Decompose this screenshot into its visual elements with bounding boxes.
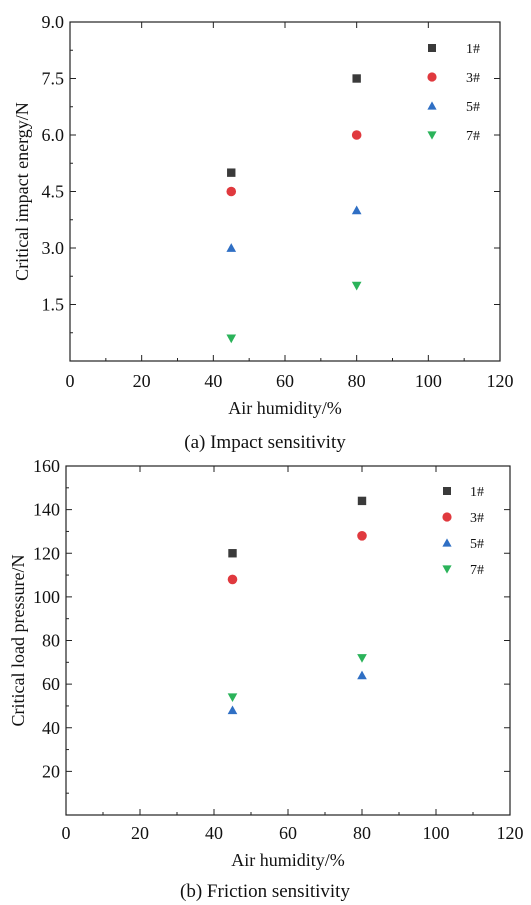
y-tick-label: 3.0 xyxy=(42,238,65,258)
x-tick-label: 40 xyxy=(204,371,222,391)
data-point xyxy=(351,130,362,140)
legend-label: 1# xyxy=(470,485,484,500)
figure-caption: (a) Impact sensitivity xyxy=(184,432,346,453)
data-point xyxy=(226,334,237,344)
data-point xyxy=(226,186,237,197)
legend-marker xyxy=(442,512,452,522)
x-tick-label: 100 xyxy=(423,823,450,843)
x-tick-label: 0 xyxy=(62,823,71,843)
legend-marker xyxy=(442,538,452,547)
data-point xyxy=(351,205,362,215)
x-tick-label: 40 xyxy=(205,823,223,843)
y-tick-label: 1.5 xyxy=(42,295,65,315)
legend-label: 7# xyxy=(470,563,484,578)
y-tick-label: 140 xyxy=(33,500,60,520)
y-tick-label: 40 xyxy=(42,718,60,738)
legend-label: 1# xyxy=(466,42,480,57)
x-tick-label: 120 xyxy=(497,823,524,843)
legend-label: 5# xyxy=(470,537,484,552)
data-point xyxy=(357,654,367,663)
x-tick-label: 100 xyxy=(415,371,442,391)
data-point xyxy=(227,705,238,715)
x-tick-label: 0 xyxy=(66,371,75,391)
x-axis-title: Air humidity/% xyxy=(228,398,342,418)
data-point xyxy=(351,281,362,291)
legend-marker xyxy=(427,131,437,140)
data-point xyxy=(357,496,367,506)
x-tick-label: 20 xyxy=(131,823,149,843)
legend-marker xyxy=(427,101,437,110)
legend-label: 3# xyxy=(470,511,484,526)
legend-marker xyxy=(443,487,451,495)
legend-label: 7# xyxy=(466,129,480,144)
plot-frame xyxy=(69,21,501,362)
y-axis-title: Critical load pressure/N xyxy=(8,555,28,727)
data-point xyxy=(228,549,237,558)
y-tick-label: 120 xyxy=(33,543,60,563)
legend-label: 3# xyxy=(466,71,480,86)
figure-caption: (b) Friction sensitivity xyxy=(180,881,350,902)
y-tick-label: 160 xyxy=(33,456,60,476)
x-tick-label: 60 xyxy=(276,371,294,391)
legend-marker xyxy=(442,565,452,574)
y-tick-label: 60 xyxy=(42,674,60,694)
data-point xyxy=(357,531,367,541)
y-tick-label: 6.0 xyxy=(42,125,65,145)
x-tick-label: 80 xyxy=(348,371,366,391)
legend-label: 5# xyxy=(466,100,480,115)
chart-impact-sensitivity: 0 20 40 60 80 100 120 1.5 3.0 4.5 6.0 7.5 9.0 Air hum… xyxy=(12,12,514,453)
x-tick-label: 80 xyxy=(353,823,371,843)
y-tick-label: 80 xyxy=(42,631,60,651)
y-tick-label: 100 xyxy=(33,587,60,607)
x-tick-label: 60 xyxy=(279,823,297,843)
y-tick-label: 20 xyxy=(42,761,60,781)
y-tick-label: 4.5 xyxy=(42,182,65,202)
x-tick-label: 20 xyxy=(133,371,151,391)
data-point xyxy=(227,168,236,177)
y-axis-title: Critical impact energy/N xyxy=(12,102,32,281)
legend-marker xyxy=(427,72,437,82)
x-axis-title: Air humidity/% xyxy=(231,850,345,870)
data-point xyxy=(352,74,361,83)
x-tick-label: 120 xyxy=(487,371,514,391)
data-point xyxy=(227,574,238,585)
y-tick-label: 9.0 xyxy=(42,12,65,32)
data-point xyxy=(357,670,367,680)
chart-friction-sensitivity: 0 20 40 60 80 100 120 20 40 60 80 100 120 140 160 Air h… xyxy=(8,456,524,902)
legend-marker xyxy=(428,44,436,52)
data-point xyxy=(227,693,238,703)
data-point xyxy=(226,243,237,252)
y-tick-label: 7.5 xyxy=(42,69,65,89)
